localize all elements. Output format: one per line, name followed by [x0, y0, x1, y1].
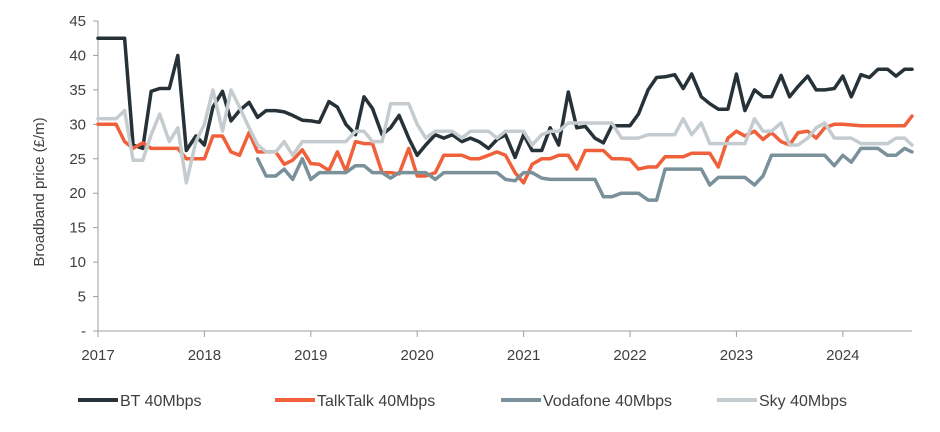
- y-tick-label: 5: [78, 289, 86, 306]
- series-line-vodafone-40mbps: [255, 146, 914, 202]
- axes: [93, 20, 912, 337]
- x-tick-label: 2019: [294, 347, 327, 364]
- y-tick-labels: - 5 10 15 20 25 30 35 40 45: [69, 13, 86, 340]
- y-tick-label: 35: [69, 82, 86, 99]
- series-line-sky-40mbps: [96, 88, 914, 185]
- x-tick-label: 2017: [81, 347, 114, 364]
- y-tick-label: 15: [69, 220, 86, 237]
- y-tick-label: 25: [69, 151, 86, 168]
- y-tick-label: -: [81, 323, 86, 340]
- legend-label-vodafone-40mbps: Vodafone 40Mbps: [543, 393, 672, 410]
- y-tick-label: 45: [69, 13, 86, 30]
- y-tick-label: 20: [69, 185, 86, 202]
- y-tick-label: 40: [69, 47, 86, 64]
- x-tick-label: 2024: [826, 347, 859, 364]
- series-lines: [96, 36, 914, 202]
- x-tick-label: 2020: [401, 347, 434, 364]
- legend-label-talktalk-40mbps: TalkTalk 40Mbps: [317, 393, 435, 410]
- x-tick-label: 2018: [188, 347, 221, 364]
- x-tick-label: 2022: [613, 347, 646, 364]
- x-tick-label: 2023: [720, 347, 753, 364]
- y-tick-label: 30: [69, 116, 86, 133]
- legend-label-bt-40mbps: BT 40Mbps: [120, 393, 202, 410]
- legend-label-sky-40mbps: Sky 40Mbps: [759, 393, 847, 410]
- series-line-bt-40mbps: [96, 36, 914, 160]
- y-tick-label: 10: [69, 254, 86, 271]
- y-axis-title: Broadband price (£/m): [31, 117, 48, 266]
- legend: BT 40Mbps TalkTalk 40Mbps Vodafone 40Mbps S…: [78, 393, 847, 410]
- x-tick-labels: 2017 2018 2019 2020 2021 2022 2023 2024: [81, 347, 859, 364]
- x-tick-label: 2021: [507, 347, 540, 364]
